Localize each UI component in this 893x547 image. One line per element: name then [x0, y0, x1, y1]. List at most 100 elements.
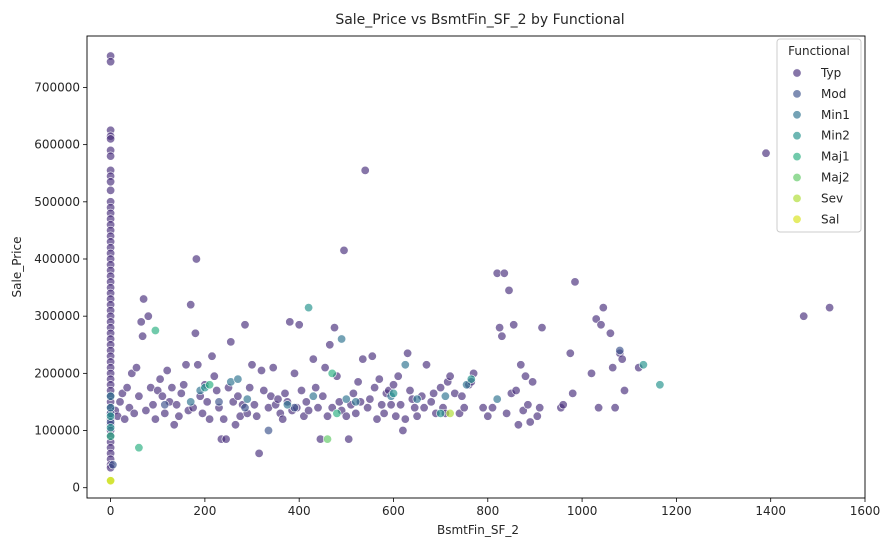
point-typ-134 [285, 317, 295, 327]
point-min1-7 [282, 400, 292, 410]
point-typ-168 [367, 351, 377, 361]
point-typ-104 [212, 385, 222, 395]
point-min1-14 [412, 394, 422, 404]
point-typ-76 [148, 400, 158, 410]
y-tick-label: 700000 [34, 80, 80, 94]
point-sal-0 [106, 476, 116, 486]
x-tick-label: 600 [382, 504, 405, 518]
point-typ-165 [360, 165, 370, 175]
point-typ-156 [339, 245, 349, 255]
point-typ-9 [106, 177, 116, 187]
point-typ-66 [127, 368, 137, 378]
point-typ-179 [393, 371, 403, 381]
point-typ-206 [478, 403, 488, 413]
point-min1-15 [440, 391, 450, 401]
point-min1-13 [400, 360, 410, 370]
point-typ-222 [523, 400, 533, 410]
point-typ-198 [445, 371, 455, 381]
point-typ-150 [325, 340, 335, 350]
point-typ-87 [174, 411, 184, 421]
point-min1-8 [308, 391, 318, 401]
point-typ-116 [240, 320, 250, 330]
point-typ-132 [280, 388, 290, 398]
point-typ-129 [273, 394, 283, 404]
y-axis: 0 100000 200000 300000 400000 500000 600000 700… [34, 80, 87, 495]
point-mod-8 [615, 345, 625, 355]
legend-label-min2: Min2 [821, 129, 850, 143]
point-typ-84 [167, 383, 177, 393]
point-typ-218 [513, 420, 523, 430]
point-typ-224 [528, 377, 538, 387]
point-typ-176 [386, 400, 396, 410]
x-tick-label: 1200 [661, 504, 692, 518]
point-typ-147 [318, 391, 328, 401]
point-typ-211 [497, 331, 507, 341]
point-typ-230 [565, 348, 575, 358]
point-typ-64 [122, 383, 132, 393]
point-typ-180 [396, 400, 406, 410]
point-typ-177 [388, 380, 398, 390]
point-typ-229 [558, 400, 568, 410]
point-maj1-3 [205, 380, 215, 390]
point-typ-192 [429, 388, 439, 398]
point-maj1-2 [150, 325, 160, 335]
x-tick-label: 0 [107, 504, 115, 518]
point-typ-103 [209, 371, 219, 381]
point-typ-221 [520, 371, 530, 381]
point-typ-225 [532, 411, 542, 421]
point-typ-61 [115, 397, 125, 407]
point-typ-92 [186, 300, 196, 310]
x-axis-label: BsmtFin_SF_2 [437, 523, 519, 537]
point-maj1-5 [332, 408, 342, 418]
point-typ-232 [570, 277, 580, 287]
point-typ-82 [162, 365, 172, 375]
point-typ-122 [254, 448, 264, 458]
point-typ-143 [308, 354, 318, 364]
point-typ-172 [377, 400, 387, 410]
point-typ-144 [311, 383, 321, 393]
point-typ-136 [289, 368, 299, 378]
point-typ-245 [761, 148, 771, 158]
point-typ-213 [502, 408, 512, 418]
point-typ-121 [252, 411, 262, 421]
point-typ-74 [143, 311, 153, 321]
point-mod-4 [214, 397, 224, 407]
legend-marker-min1 [792, 110, 802, 120]
point-maj2-0 [322, 434, 332, 444]
point-typ-81 [160, 408, 170, 418]
point-typ-73 [141, 405, 151, 415]
point-mod-3 [160, 400, 170, 410]
point-min1-17 [492, 394, 502, 404]
point-typ-212 [499, 268, 509, 278]
point-typ-164 [358, 354, 368, 364]
y-tick-label: 600000 [34, 138, 80, 152]
point-min1-1 [106, 391, 116, 401]
legend: Functional Typ Mod Min1 Min2 Maj1 Maj2 Sev Sal [776, 38, 862, 233]
point-typ-70 [136, 317, 146, 327]
point-min1-5 [233, 374, 243, 384]
point-min2-6 [466, 374, 476, 384]
legend-marker-typ [792, 68, 802, 78]
point-typ-186 [410, 403, 420, 413]
point-typ-148 [320, 363, 330, 373]
x-tick-label: 1600 [850, 504, 881, 518]
x-tick-label: 800 [476, 504, 499, 518]
point-typ-214 [504, 285, 514, 295]
x-tick-label: 400 [288, 504, 311, 518]
point-typ-80 [157, 391, 167, 401]
point-min1-2 [186, 397, 196, 407]
legend-title: Functional [788, 44, 850, 58]
plot-frame [86, 35, 866, 499]
point-typ-149 [322, 411, 332, 421]
chart-title: Sale_Price vs BsmtFin_SF_2 by Functional [335, 12, 624, 28]
point-typ-160 [348, 388, 358, 398]
point-typ-170 [372, 414, 382, 424]
legend-label-maj2: Maj2 [821, 171, 850, 185]
legend-frame [776, 38, 862, 233]
point-typ-190 [421, 360, 431, 370]
point-typ-118 [245, 383, 255, 393]
point-typ-123 [256, 365, 266, 375]
point-min2-5 [436, 408, 446, 418]
point-min2-3 [304, 303, 314, 313]
